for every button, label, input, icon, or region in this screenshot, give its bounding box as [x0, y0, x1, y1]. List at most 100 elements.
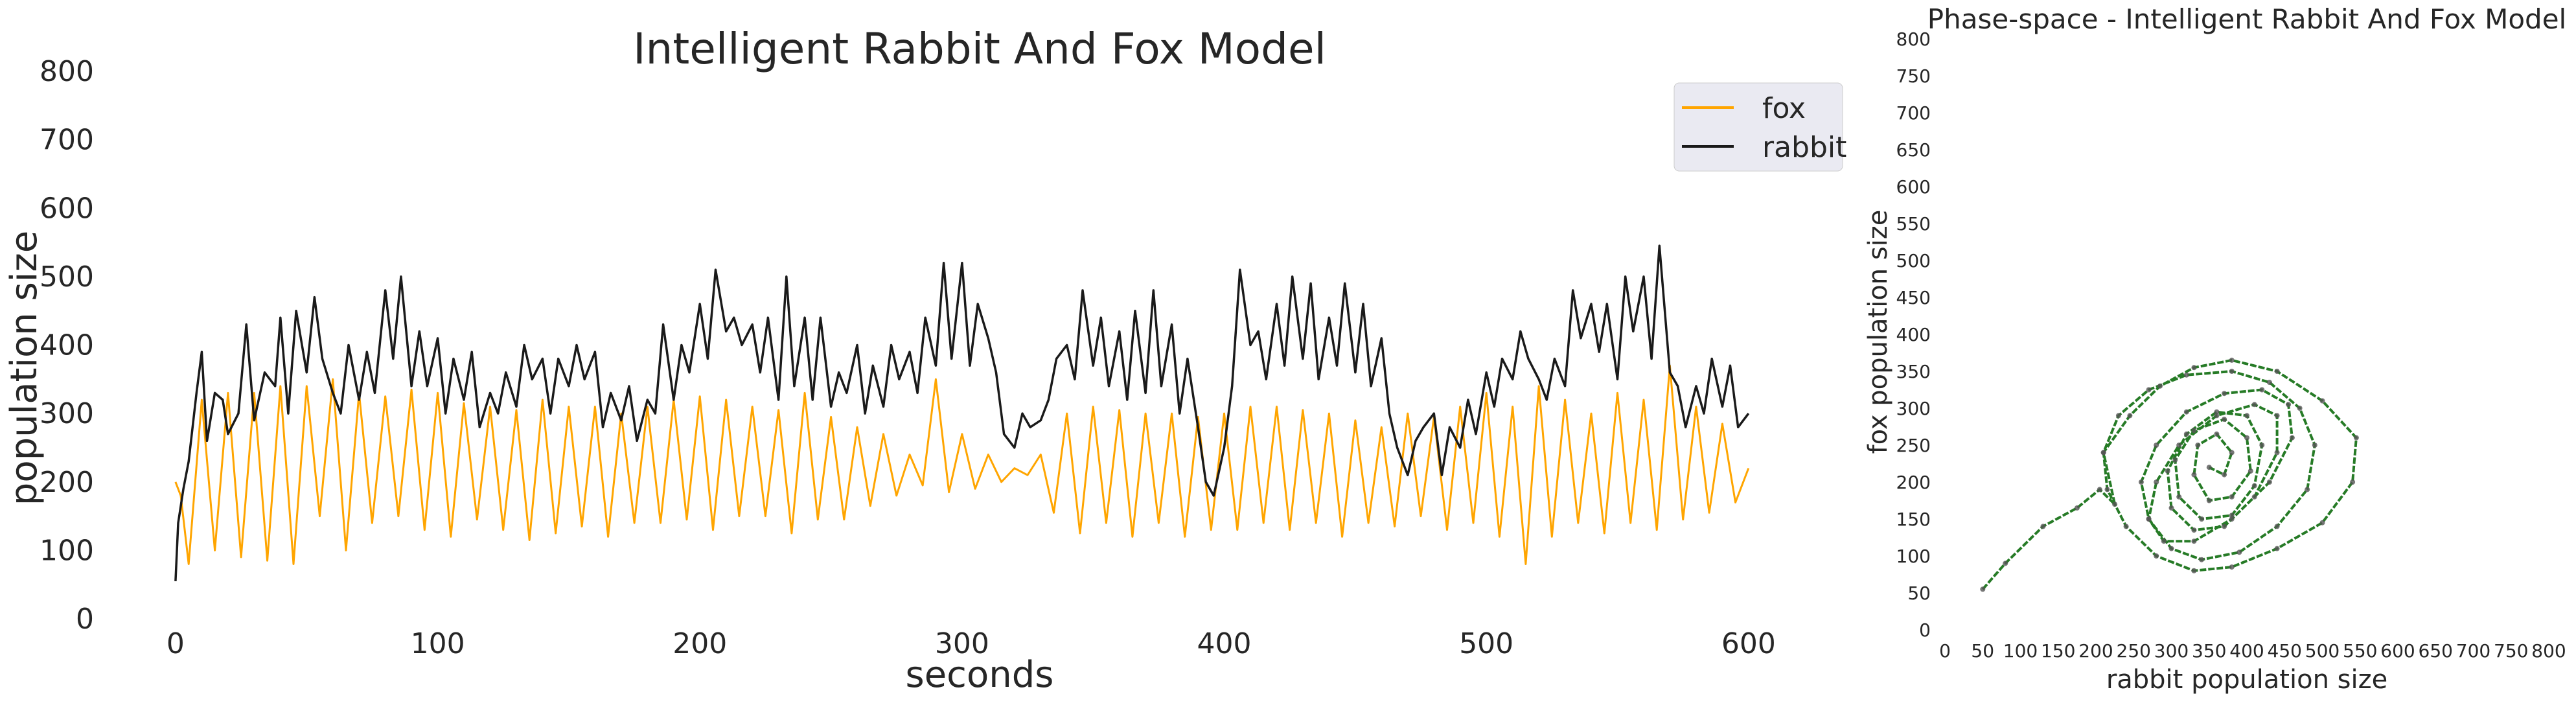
phase-space-point — [2191, 527, 2197, 533]
phase-space-y-tick-label: 0 — [1919, 619, 1931, 641]
phase-space-point — [2229, 494, 2235, 500]
phase-space-x-tick-label: 800 — [2531, 640, 2566, 662]
phase-space-point — [2222, 524, 2227, 529]
phase-space-point — [2165, 468, 2170, 474]
phase-space-point — [2244, 413, 2249, 419]
phase-space-x-tick-labels: 0 50 100 150 200 250 300 350 400 450 500 550 600 650 7… — [1939, 640, 2566, 662]
phase-space-y-tick-label: 250 — [1896, 435, 1931, 456]
legend-rabbit-label: rabbit — [1762, 131, 1846, 164]
phase-space-point — [2146, 387, 2152, 393]
phase-space-point — [2289, 435, 2295, 441]
phase-space-point — [2259, 387, 2265, 393]
legend-box — [1673, 82, 1843, 172]
phase-space-y-axis-label: fox population size — [1863, 210, 1893, 454]
phase-space-point — [2286, 402, 2292, 408]
phase-space-x-tick-label: 200 — [2078, 640, 2113, 662]
phase-space-title: Phase-space - Intelligent Rabbit And Fox… — [1927, 3, 2566, 35]
phase-space-point — [2191, 568, 2197, 573]
phase-space-point — [2274, 450, 2280, 456]
phase-space-point — [2305, 487, 2310, 492]
phase-space-point — [2222, 417, 2227, 422]
phase-space-point — [2229, 450, 2235, 456]
phase-space-point — [2237, 549, 2242, 555]
phase-space-point — [2206, 498, 2212, 503]
time-series-y-tick-label: 500 — [40, 260, 94, 294]
phase-space-point — [2157, 383, 2163, 389]
phase-space-point — [2229, 513, 2235, 518]
time-series-legend: fox rabbit — [1673, 82, 1846, 172]
phase-space-x-tick-label: 500 — [2305, 640, 2340, 662]
phase-space-point — [2100, 450, 2106, 456]
phase-space-point — [2104, 487, 2110, 492]
phase-space-point — [2183, 372, 2189, 378]
phase-space-point — [2251, 402, 2257, 408]
phase-space-x-tick-label: 300 — [2154, 640, 2189, 662]
time-series-x-axis-label: seconds — [906, 654, 1054, 696]
phase-space-x-axis-label: rabbit population size — [2106, 665, 2387, 695]
phase-space-point — [2297, 406, 2303, 411]
phase-space-point — [2244, 435, 2249, 441]
phase-space-point — [2154, 480, 2159, 485]
phase-space-point — [2168, 546, 2174, 551]
phase-space-point — [2154, 553, 2159, 559]
series-line-fox — [174, 364, 1750, 565]
time-series-y-axis-label: population size — [3, 231, 45, 505]
time-series-x-tick-label: 500 — [1459, 627, 1513, 660]
phase-space-point — [2214, 413, 2220, 419]
phase-space-point — [2214, 431, 2220, 437]
phase-space-x-tick-label: 750 — [2494, 640, 2528, 662]
phase-space-x-tick-label: 450 — [2268, 640, 2302, 662]
time-series-x-tick-label: 200 — [673, 627, 727, 660]
phase-space-point — [2040, 524, 2046, 529]
phase-space-path — [1981, 358, 2358, 590]
time-series-y-tick-label: 700 — [40, 124, 94, 157]
phase-space-point — [2191, 538, 2197, 544]
phase-space-point — [2172, 457, 2178, 463]
time-series-y-tick-label: 600 — [40, 192, 94, 225]
phase-space-y-tick-label: 150 — [1896, 509, 1931, 530]
phase-space-point — [2003, 561, 2008, 566]
phase-space-point — [2191, 472, 2197, 478]
phase-space-x-tick-label: 350 — [2192, 640, 2226, 662]
phase-space-point — [2229, 357, 2235, 363]
phase-space-point — [2229, 564, 2235, 570]
phase-space-x-tick-label: 550 — [2343, 640, 2377, 662]
phase-space-y-tick-label: 650 — [1896, 139, 1931, 161]
phase-space-point — [2222, 472, 2227, 478]
phase-space-y-tick-label: 200 — [1896, 472, 1931, 493]
time-series-x-tick-label: 0 — [167, 627, 185, 660]
phase-space-y-tick-label: 750 — [1896, 65, 1931, 87]
time-series-y-tick-label: 300 — [40, 397, 94, 430]
phase-space-point — [2097, 487, 2102, 492]
time-series-y-tick-label: 100 — [40, 534, 94, 567]
phase-space-point — [2123, 524, 2129, 529]
phase-space-x-tick-label: 400 — [2229, 640, 2264, 662]
phase-space-point — [2350, 480, 2356, 485]
phase-space-trajectory — [1980, 357, 2359, 592]
phase-space-point — [2319, 520, 2325, 526]
phase-space-point — [2222, 391, 2227, 397]
phase-space-point — [2112, 502, 2118, 507]
phase-space-point — [2274, 413, 2280, 419]
phase-space-point — [2195, 443, 2201, 448]
phase-space-y-tick-label: 50 — [1907, 583, 1931, 604]
phase-space-point — [2266, 380, 2272, 386]
phase-space-chart: Phase-space - Intelligent Rabbit And Fox… — [1863, 3, 2566, 695]
legend-fox-label: fox — [1762, 92, 1806, 125]
phase-space-x-tick-label: 600 — [2380, 640, 2415, 662]
phase-space-point — [2274, 369, 2280, 374]
phase-space-point — [2176, 494, 2182, 500]
phase-space-x-tick-label: 50 — [1971, 640, 1994, 662]
series-line-rabbit — [174, 244, 1750, 581]
time-series-y-tick-labels: 0 100 200 300 400 500 600 700 800 — [40, 55, 94, 636]
phase-space-x-tick-label: 0 — [1939, 640, 1951, 662]
phase-space-point — [2251, 483, 2257, 489]
time-series-x-tick-label: 400 — [1197, 627, 1252, 660]
phase-space-point — [2206, 465, 2212, 470]
phase-space-y-tick-label: 800 — [1896, 29, 1931, 50]
phase-space-y-tick-label: 400 — [1896, 324, 1931, 345]
phase-space-point — [2199, 557, 2205, 562]
phase-space-point — [2154, 443, 2159, 448]
